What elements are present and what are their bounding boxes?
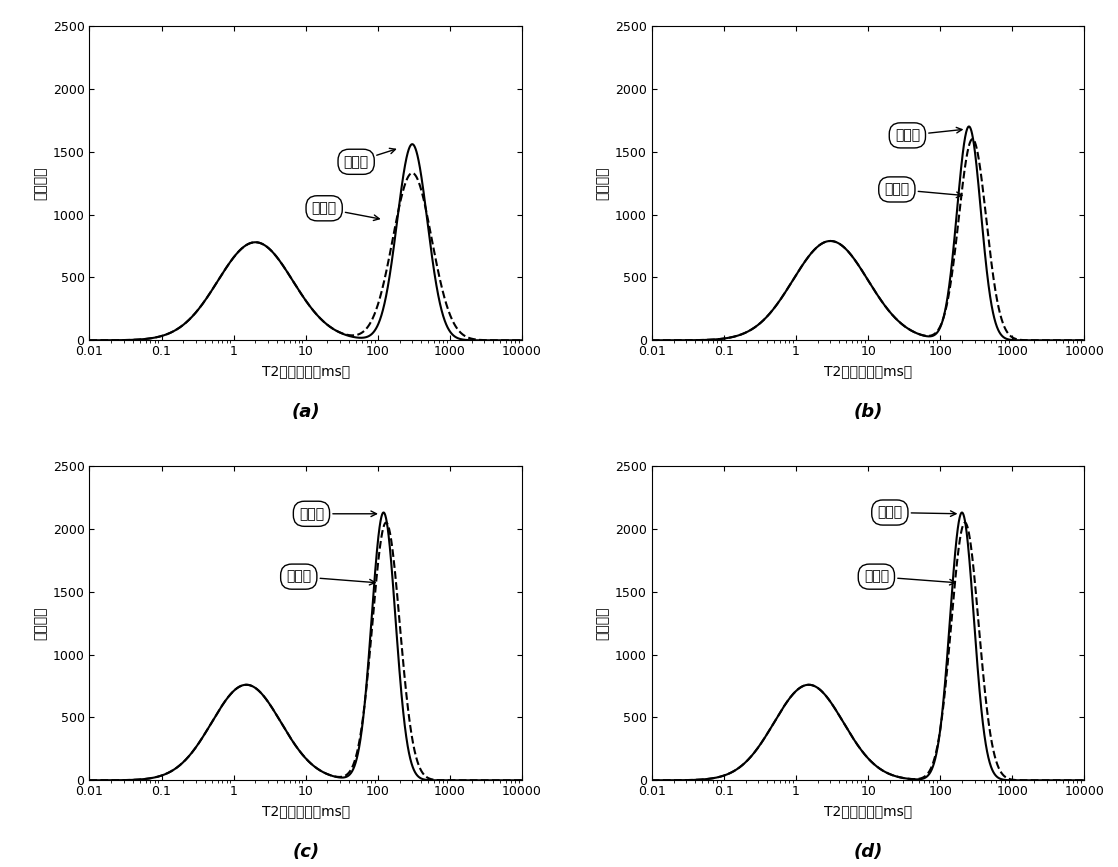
Text: (a): (a) [292,403,320,421]
Text: (b): (b) [853,403,883,421]
Text: (d): (d) [853,843,883,861]
Y-axis label: 信号幅度: 信号幅度 [596,606,609,640]
Text: 注气后: 注气后 [864,570,955,585]
Y-axis label: 信号幅度: 信号幅度 [34,606,47,640]
Y-axis label: 信号幅度: 信号幅度 [34,166,47,200]
Text: 注气前: 注气前 [878,505,956,519]
Text: 注气后: 注气后 [312,201,379,220]
Text: (c): (c) [292,843,320,861]
Text: 注气前: 注气前 [894,127,961,142]
X-axis label: T2弛豯时间（ms）: T2弛豯时间（ms） [262,364,350,378]
X-axis label: T2弛豯时间（ms）: T2弛豯时间（ms） [824,804,912,818]
X-axis label: T2弛豯时间（ms）: T2弛豯时间（ms） [824,364,912,378]
Text: 注气前: 注气前 [343,148,396,169]
X-axis label: T2弛豯时间（ms）: T2弛豯时间（ms） [262,804,350,818]
Text: 注气后: 注气后 [884,182,961,198]
Y-axis label: 信号幅度: 信号幅度 [596,166,609,200]
Text: 注气后: 注气后 [286,570,375,585]
Text: 注气前: 注气前 [299,507,377,521]
